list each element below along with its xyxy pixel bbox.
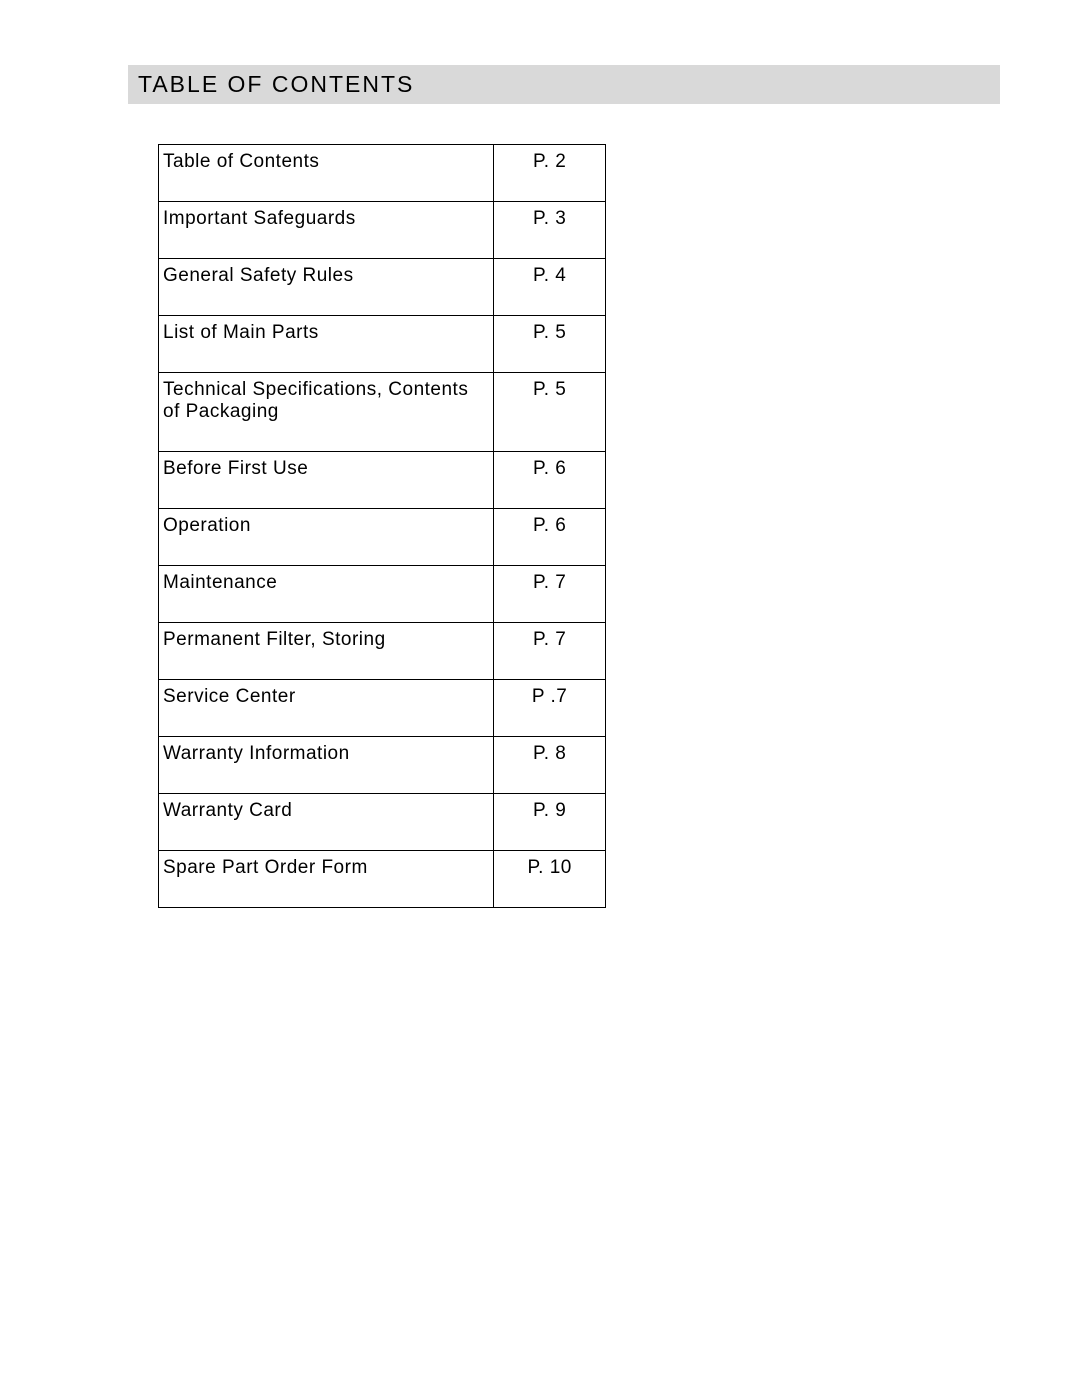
toc-title-cell: Maintenance [159,566,494,623]
toc-page-cell: P .7 [494,680,606,737]
toc-title-cell: Before First Use [159,452,494,509]
toc-title-cell: General Safety Rules [159,259,494,316]
toc-title-cell: List of Main Parts [159,316,494,373]
page-title: TABLE OF CONTENTS [128,65,1000,104]
toc-title-cell: Permanent Filter, Storing [159,623,494,680]
table-row: Warranty Information P. 8 [159,737,606,794]
toc-page-cell: P. 7 [494,623,606,680]
toc-table-wrap: Table of Contents P. 2 Important Safegua… [158,144,1000,908]
table-row: Permanent Filter, Storing P. 7 [159,623,606,680]
toc-page-cell: P. 6 [494,452,606,509]
toc-title-cell: Important Safeguards [159,202,494,259]
table-row: Maintenance P. 7 [159,566,606,623]
page-container: TABLE OF CONTENTS Table of Contents P. 2… [0,0,1080,908]
toc-page-cell: P. 7 [494,566,606,623]
table-row: Warranty Card P. 9 [159,794,606,851]
toc-title-cell: Table of Contents [159,145,494,202]
toc-page-cell: P. 2 [494,145,606,202]
table-row: Important Safeguards P. 3 [159,202,606,259]
toc-page-cell: P. 10 [494,851,606,908]
table-row: Service Center P .7 [159,680,606,737]
toc-page-cell: P. 3 [494,202,606,259]
table-row: General Safety Rules P. 4 [159,259,606,316]
toc-body: Table of Contents P. 2 Important Safegua… [159,145,606,908]
toc-page-cell: P. 5 [494,316,606,373]
toc-page-cell: P. 8 [494,737,606,794]
table-row: Table of Contents P. 2 [159,145,606,202]
toc-title-cell: Spare Part Order Form [159,851,494,908]
toc-page-cell: P. 5 [494,373,606,452]
table-row: Operation P. 6 [159,509,606,566]
table-row: Spare Part Order Form P. 10 [159,851,606,908]
table-row: List of Main Parts P. 5 [159,316,606,373]
toc-title-cell: Service Center [159,680,494,737]
toc-title-cell: Warranty Information [159,737,494,794]
table-row: Before First Use P. 6 [159,452,606,509]
toc-title-cell: Operation [159,509,494,566]
toc-page-cell: P. 9 [494,794,606,851]
toc-table: Table of Contents P. 2 Important Safegua… [158,144,606,908]
toc-page-cell: P. 4 [494,259,606,316]
toc-title-cell: Technical Specifications, Contents of Pa… [159,373,494,452]
toc-page-cell: P. 6 [494,509,606,566]
table-row: Technical Specifications, Contents of Pa… [159,373,606,452]
toc-title-cell: Warranty Card [159,794,494,851]
